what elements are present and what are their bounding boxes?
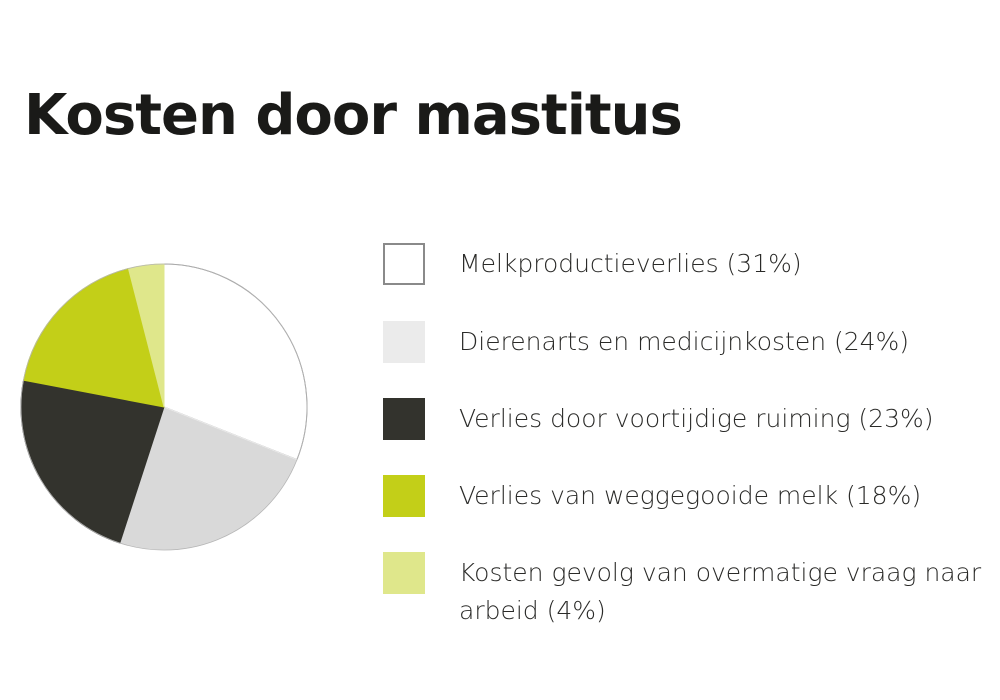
legend-swatch: [383, 552, 425, 594]
pie-chart: [20, 263, 308, 551]
legend-label: Verlies van weggegooide melk (18%): [459, 481, 922, 510]
pie-outline: [20, 263, 308, 551]
legend-label: Dierenarts en medicijnkosten (24%): [459, 327, 910, 356]
legend-swatch: [383, 243, 425, 285]
legend-label: Verlies door voortijdige ruiming (23%): [459, 404, 934, 433]
legend-swatch: [383, 321, 425, 363]
chart-title: Kosten door mastitus: [24, 83, 683, 148]
legend-label: Melkproductieverlies (31%): [459, 249, 802, 278]
legend-swatch: [383, 475, 425, 517]
legend-swatch: [383, 398, 425, 440]
legend-label: Kosten gevolg van overmatige vraag naar …: [459, 558, 982, 625]
